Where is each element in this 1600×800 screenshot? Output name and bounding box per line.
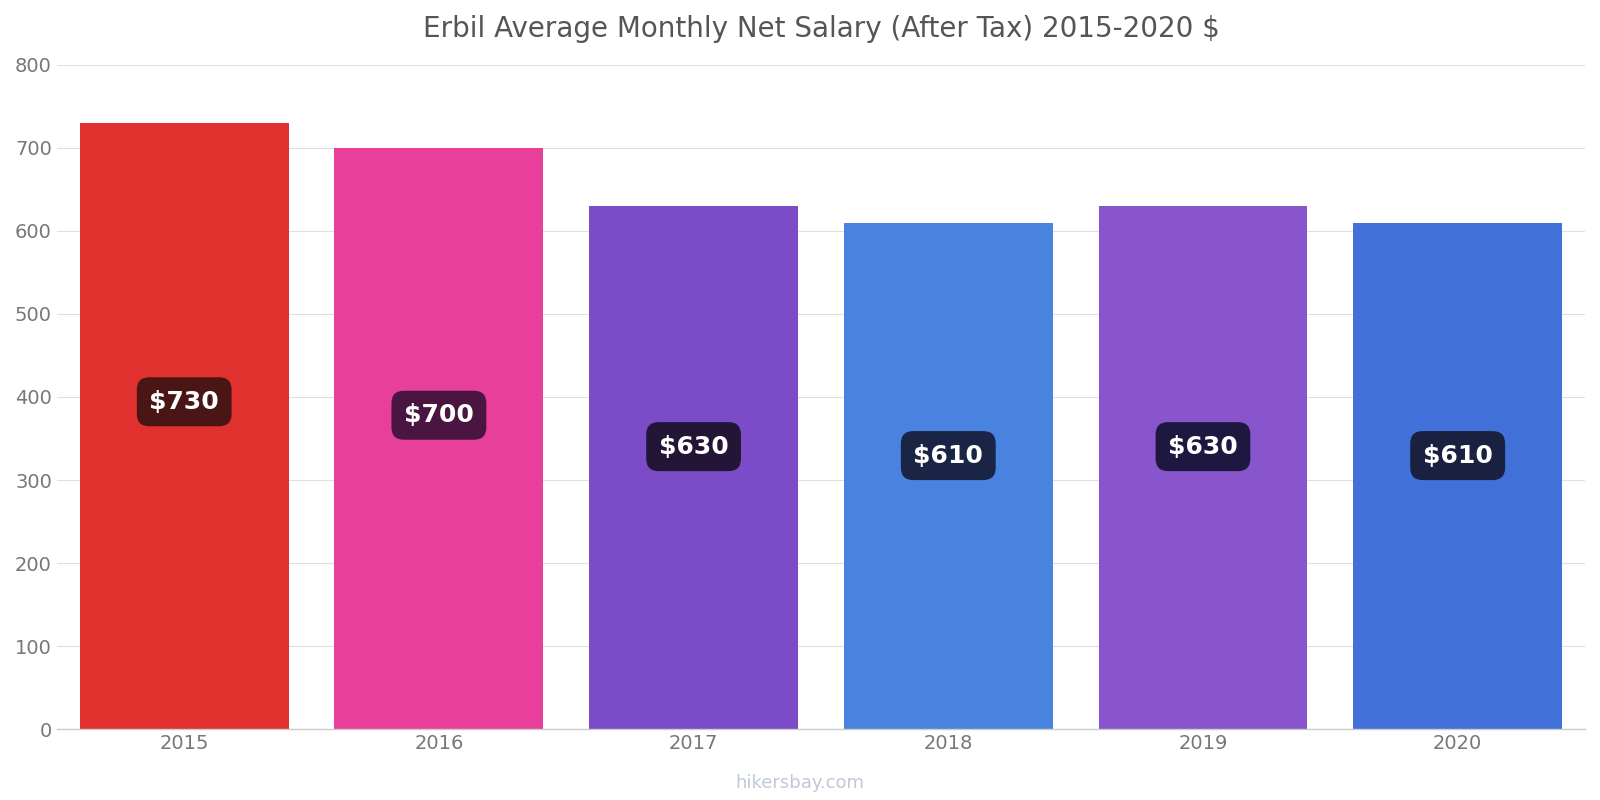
Text: $630: $630	[659, 434, 728, 458]
Title: Erbil Average Monthly Net Salary (After Tax) 2015-2020 $: Erbil Average Monthly Net Salary (After …	[422, 15, 1219, 43]
Bar	[589, 206, 798, 729]
Text: $700: $700	[403, 403, 474, 427]
Text: hikersbay.com: hikersbay.com	[736, 774, 864, 792]
Text: $610: $610	[914, 443, 984, 467]
Bar	[843, 222, 1053, 729]
Text: $610: $610	[1422, 443, 1493, 467]
Bar	[1099, 206, 1307, 729]
Bar	[334, 148, 544, 729]
Text: $630: $630	[1168, 434, 1238, 458]
Bar	[1354, 222, 1562, 729]
Bar	[80, 123, 288, 729]
Text: $730: $730	[149, 390, 219, 414]
